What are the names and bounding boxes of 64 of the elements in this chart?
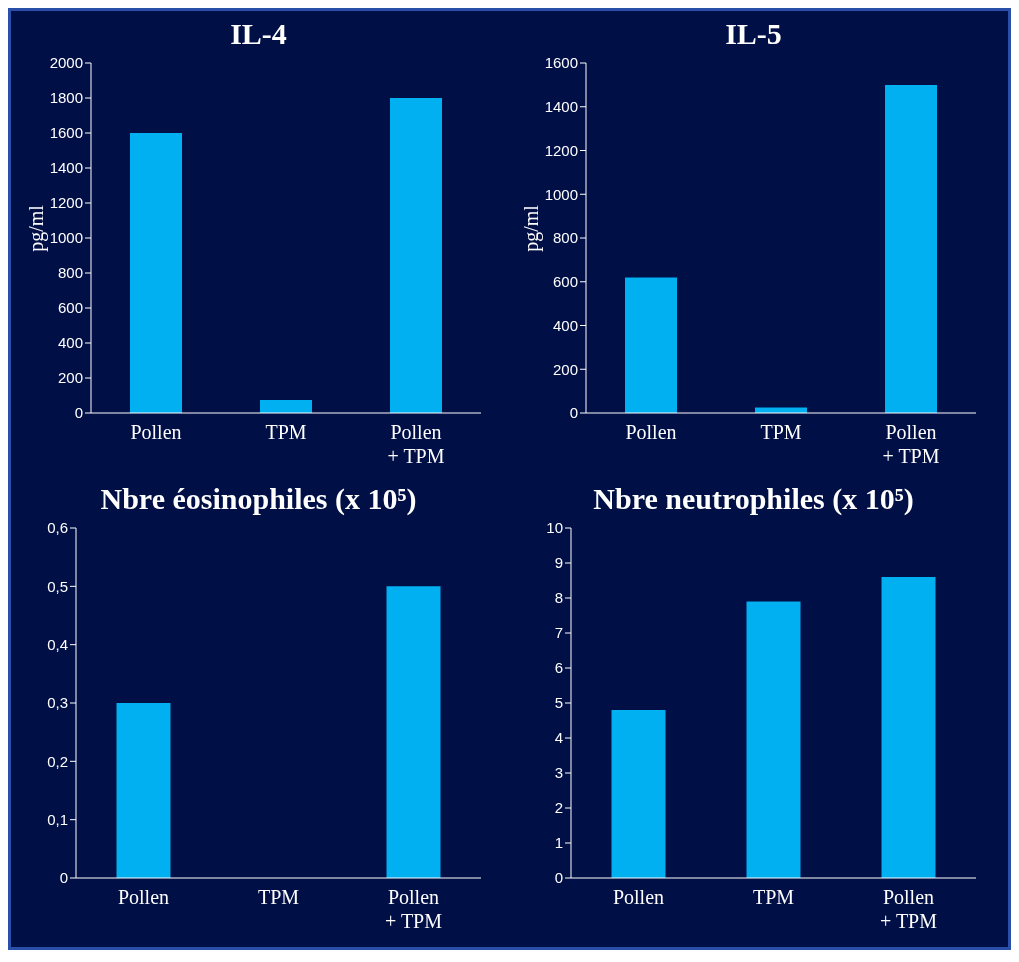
chart-title: Nbre neutrophiles (x 10⁵) (592, 482, 915, 517)
x-tick-label: Pollen (612, 886, 665, 908)
y-tick-label: 800 (57, 264, 83, 282)
y-tick-label: 0 (74, 404, 83, 422)
y-tick-label: 800 (552, 229, 578, 247)
y-tick-label: 1800 (49, 89, 83, 107)
y-tick-label: 1000 (544, 185, 578, 203)
chart-title: IL-4 (229, 17, 288, 52)
y-tick-label: 200 (552, 360, 578, 378)
bar (746, 601, 801, 878)
y-axis-title: pg/ml (519, 204, 543, 254)
bar (885, 84, 937, 413)
x-tick-label: Pollen (625, 421, 677, 443)
x-tick-label: TPM (265, 421, 307, 443)
y-tick-label: 400 (57, 334, 83, 352)
x-tick-label: Pollen (130, 421, 182, 443)
x-tick-label: TPM (257, 886, 300, 908)
y-tick-label: 2000 (49, 54, 83, 72)
chart-title: IL-5 (724, 17, 783, 52)
chart-title: Nbre éosinophiles (x 10⁵) (99, 482, 418, 517)
y-tick-label: 0 (59, 869, 68, 887)
bar (390, 98, 442, 413)
y-tick-label: 3 (554, 764, 563, 782)
y-tick-label: 1200 (49, 194, 83, 212)
y-tick-label: 4 (554, 729, 563, 747)
y-tick-label: 0,6 (47, 519, 68, 537)
y-tick-label: 7 (554, 624, 563, 642)
x-tick-label: Pollen + TPM (879, 886, 938, 932)
y-tick-label: 0,3 (47, 694, 68, 712)
x-tick-label: Pollen (117, 886, 170, 908)
bar (260, 399, 312, 413)
x-tick-label: Pollen + TPM (387, 421, 445, 467)
y-axis-title: pg/ml (24, 204, 48, 254)
y-tick-label: 1400 (544, 98, 578, 116)
y-tick-label: 1200 (544, 141, 578, 159)
y-tick-label: 6 (554, 659, 563, 677)
y-tick-label: 1400 (49, 159, 83, 177)
x-tick-label: TPM (752, 886, 795, 908)
y-tick-label: 0,1 (47, 810, 68, 828)
y-tick-label: 2 (554, 799, 563, 817)
bar (130, 133, 182, 413)
y-tick-label: 1600 (544, 54, 578, 72)
x-tick-label: Pollen + TPM (882, 421, 940, 467)
x-tick-label: Pollen + TPM (384, 886, 443, 932)
y-tick-label: 10 (546, 519, 563, 537)
bar (625, 277, 677, 413)
bar (881, 577, 936, 878)
y-tick-label: 1600 (49, 124, 83, 142)
y-tick-label: 0,4 (47, 635, 68, 653)
y-tick-label: 400 (552, 316, 578, 334)
y-tick-label: 200 (57, 369, 83, 387)
y-tick-label: 1000 (49, 229, 83, 247)
y-tick-label: 1 (554, 834, 563, 852)
y-tick-label: 8 (554, 589, 563, 607)
y-tick-label: 0,2 (47, 752, 68, 770)
y-tick-label: 600 (57, 299, 83, 317)
y-tick-label: 0 (569, 404, 578, 422)
x-tick-label: TPM (760, 421, 802, 443)
bar (611, 710, 666, 878)
y-tick-label: 9 (554, 554, 563, 572)
y-tick-label: 600 (552, 273, 578, 291)
y-tick-label: 0 (554, 869, 563, 887)
y-tick-label: 5 (554, 694, 563, 712)
y-tick-label: 0,5 (47, 577, 68, 595)
